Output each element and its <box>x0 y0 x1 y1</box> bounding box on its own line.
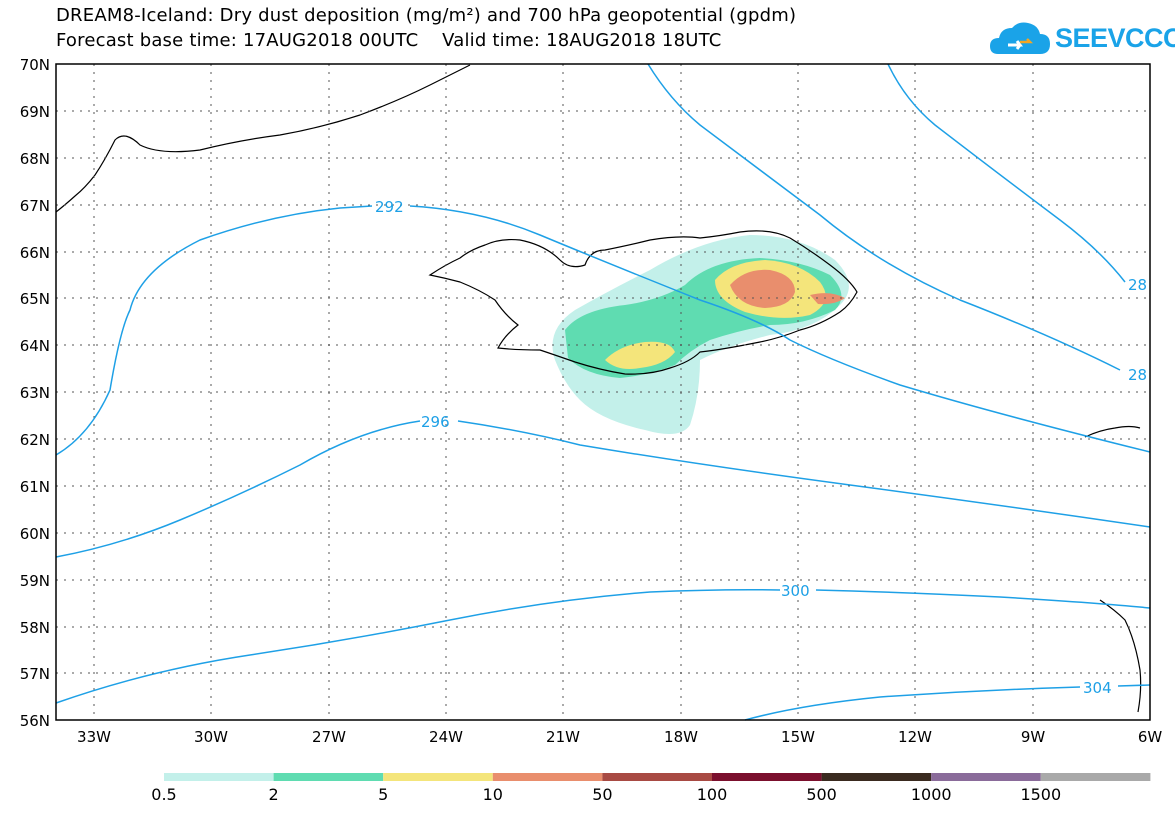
svg-text:70N: 70N <box>20 56 50 74</box>
legend-swatch <box>712 773 822 781</box>
dust-deposition-field <box>552 235 849 434</box>
contour-label-28-upper: 28 <box>1128 276 1147 294</box>
forecast-time-line: Forecast base time: 17AUG2018 00UTC Vali… <box>56 30 722 51</box>
contour-label-28-lower: 28 <box>1128 366 1147 384</box>
contour-label-304: 304 <box>1083 679 1112 697</box>
svg-text:62N: 62N <box>20 431 50 449</box>
svg-text:33W: 33W <box>77 728 111 746</box>
svg-text:30W: 30W <box>194 728 228 746</box>
svg-text:65N: 65N <box>20 290 50 308</box>
svg-text:60N: 60N <box>20 525 50 543</box>
svg-text:64N: 64N <box>20 337 50 355</box>
legend-swatch <box>383 773 493 781</box>
svg-text:57N: 57N <box>20 665 50 683</box>
graticule <box>56 64 1150 720</box>
legend-label: 5 <box>378 785 388 804</box>
legend-label: 100 <box>697 785 728 804</box>
legend-label: 1000 <box>911 785 952 804</box>
svg-text:69N: 69N <box>20 103 50 121</box>
legend-label: 50 <box>592 785 612 804</box>
legend-swatch <box>492 773 603 781</box>
svg-text:18W: 18W <box>664 728 698 746</box>
contour-labels: 292 296 300 304 28 28 <box>375 198 1147 697</box>
legend-label: 0.5 <box>151 785 176 804</box>
legend-label: 2 <box>269 785 279 804</box>
svg-text:61N: 61N <box>20 478 50 496</box>
svg-text:12W: 12W <box>898 728 932 746</box>
legend-swatch <box>931 773 1041 781</box>
color-legend: 0.5 2 5 10 50 100 500 1000 1500 <box>151 773 1151 804</box>
contour-label-300: 300 <box>781 582 810 600</box>
svg-text:56N: 56N <box>20 712 50 730</box>
legend-label: 1500 <box>1020 785 1061 804</box>
contour-label-292: 292 <box>375 198 404 216</box>
map-title: DREAM8-Iceland: Dry dust deposition (mg/… <box>56 5 797 26</box>
coastlines <box>55 64 1142 713</box>
svg-text:15W: 15W <box>781 728 815 746</box>
geopotential-contours <box>55 63 1151 721</box>
cloud-logo-icon <box>990 22 1050 54</box>
svg-text:27W: 27W <box>312 728 346 746</box>
svg-text:24W: 24W <box>429 728 463 746</box>
svg-text:59N: 59N <box>20 572 50 590</box>
legend-swatch <box>273 773 384 781</box>
svg-text:58N: 58N <box>20 619 50 637</box>
legend-swatch <box>821 773 932 781</box>
legend-label: 10 <box>483 785 503 804</box>
svg-text:67N: 67N <box>20 197 50 215</box>
legend-swatch <box>602 773 712 781</box>
latitude-axis: 70N 69N 68N 67N 66N 65N 64N 63N 62N 61N … <box>20 56 50 730</box>
svg-text:6W: 6W <box>1138 728 1163 746</box>
map-frame <box>55 63 1151 721</box>
contour-label-296: 296 <box>421 413 450 431</box>
legend-swatch <box>1040 773 1151 781</box>
legend-swatch <box>164 773 274 781</box>
svg-text:21W: 21W <box>546 728 580 746</box>
legend-label: 500 <box>806 785 837 804</box>
svg-text:66N: 66N <box>20 244 50 262</box>
logo-text: SEEVCCC <box>1055 23 1175 53</box>
longitude-axis: 33W 30W 27W 24W 21W 18W 15W 12W 9W 6W <box>77 728 1162 746</box>
svg-text:9W: 9W <box>1021 728 1046 746</box>
svg-text:68N: 68N <box>20 150 50 168</box>
svg-text:63N: 63N <box>20 384 50 402</box>
